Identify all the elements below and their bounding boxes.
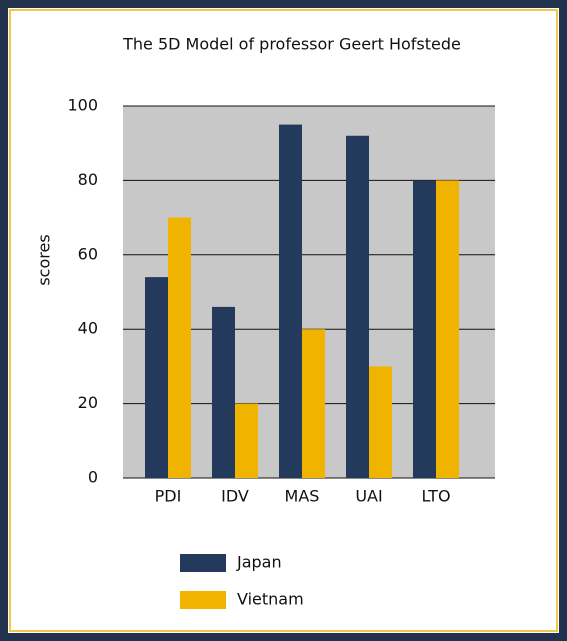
y-tick-label: 20 xyxy=(78,393,98,412)
bar xyxy=(369,366,392,478)
y-tick-label: 80 xyxy=(78,170,98,189)
inner-frame xyxy=(9,9,558,632)
chart-title: The 5D Model of professor Geert Hofstede xyxy=(122,35,461,54)
bar xyxy=(436,180,459,478)
bar xyxy=(279,124,302,478)
y-tick-label: 100 xyxy=(67,96,98,115)
bar xyxy=(168,217,191,478)
y-tick-label: 0 xyxy=(88,468,98,487)
y-tick-label: 60 xyxy=(78,244,98,263)
y-axis-label: scores xyxy=(35,234,54,285)
legend-label: Japan xyxy=(236,553,282,572)
legend-swatch xyxy=(180,554,226,572)
y-tick-label: 40 xyxy=(78,319,98,338)
bar xyxy=(212,306,235,478)
x-tick-label: LTO xyxy=(421,487,450,506)
x-tick-label: PDI xyxy=(155,487,182,506)
bar xyxy=(145,277,168,478)
legend-label: Vietnam xyxy=(237,590,304,609)
bar xyxy=(413,180,436,478)
x-tick-label: UAI xyxy=(355,487,382,506)
legend-swatch xyxy=(180,591,226,609)
bar xyxy=(302,329,325,478)
bar xyxy=(346,135,369,478)
bar xyxy=(235,403,258,478)
x-tick-label: IDV xyxy=(221,487,249,506)
x-tick-label: MAS xyxy=(285,487,320,506)
